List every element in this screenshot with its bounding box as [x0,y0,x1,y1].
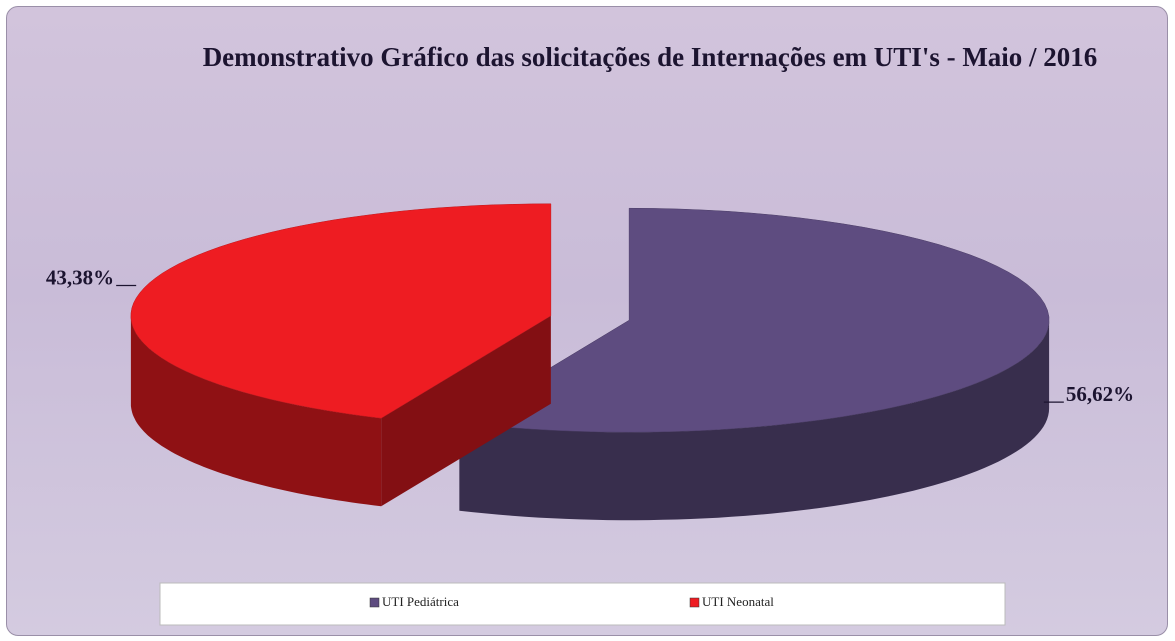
pie-slice [130,203,552,419]
legend-label: UTI Pediátrica [382,594,459,609]
slice-side [381,315,551,507]
chart-title: Demonstrativo Gráfico das solicitações d… [202,42,1098,72]
data-label: 56,62% [1066,382,1134,406]
legend-swatch [369,597,380,608]
pie-slice [458,207,1050,433]
legend-swatch [689,597,700,608]
data-label: 43,38% [46,265,114,289]
legend-label: UTI Neonatal [702,594,774,609]
slice-wall [130,315,382,507]
slice [458,207,1050,521]
slice-wall [459,320,1050,521]
slice [130,203,552,507]
legend-box [159,582,1006,626]
